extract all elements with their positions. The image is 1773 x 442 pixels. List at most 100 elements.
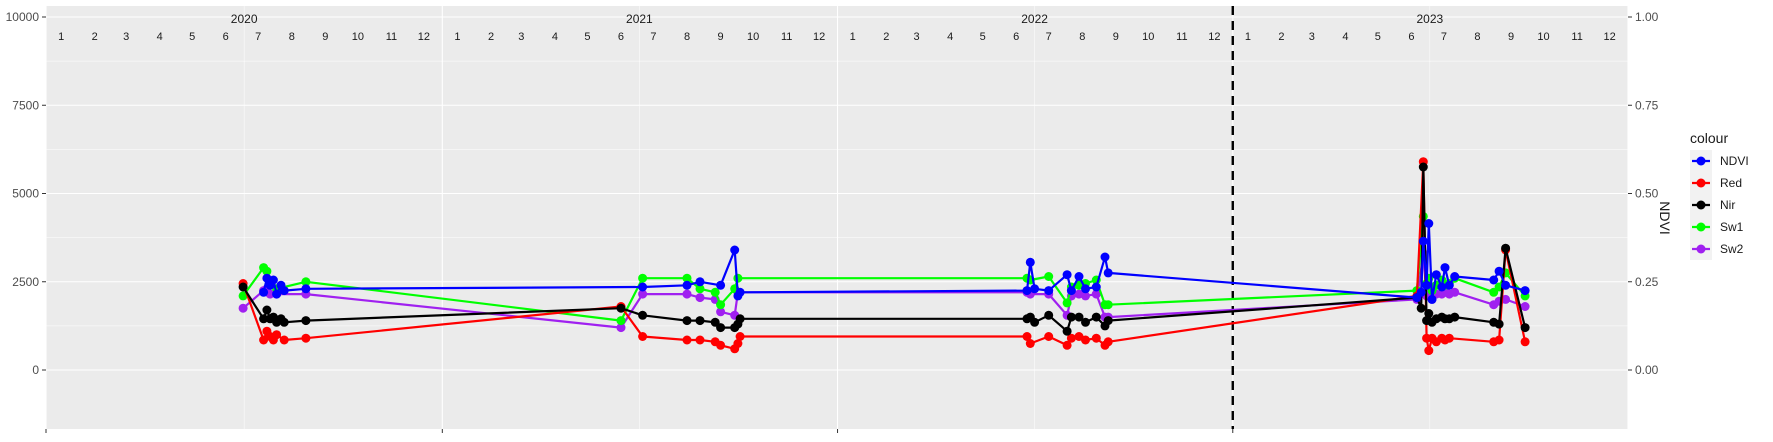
month-label: 7 <box>1046 31 1052 43</box>
data-point-ndvi <box>695 277 705 287</box>
data-point-nir <box>1030 317 1040 327</box>
data-point-ndvi <box>638 282 648 292</box>
month-label: 12 <box>1208 31 1220 43</box>
data-point-ndvi <box>1416 287 1426 297</box>
data-point-red <box>1081 335 1090 345</box>
data-point-sw2 <box>1520 302 1530 311</box>
month-label: 12 <box>813 31 825 43</box>
data-point-sw1 <box>262 266 272 276</box>
data-point-nir <box>279 317 289 327</box>
data-point-nir <box>301 316 311 326</box>
data-point-ndvi <box>1450 272 1460 281</box>
year-label: 2022 <box>1021 12 1048 26</box>
month-label: 3 <box>518 31 524 43</box>
month-label: 2 <box>883 31 889 43</box>
data-point-ndvi <box>1501 280 1511 290</box>
data-point-nir <box>682 316 692 326</box>
legend: colour NDVI Red Nir Sw1 Sw2 <box>1690 130 1749 260</box>
data-point-nir <box>238 282 248 292</box>
data-point-ndvi <box>279 286 289 296</box>
month-label: 4 <box>947 31 953 43</box>
data-point-ndvi <box>1422 280 1432 290</box>
month-label: 6 <box>618 31 624 43</box>
data-point-ndvi <box>1030 284 1040 294</box>
data-point-sw1 <box>616 316 626 326</box>
month-label: 8 <box>289 31 295 43</box>
legend-item-sw2: Sw2 <box>1690 238 1744 260</box>
data-point-ndvi <box>1418 236 1428 246</box>
month-label: 8 <box>1474 31 1480 43</box>
data-point-nir <box>1091 312 1101 322</box>
data-point-ndvi <box>1074 272 1084 281</box>
right-y-tick-label: 0.00 <box>1635 363 1659 377</box>
data-point-red <box>279 335 289 345</box>
left-y-axis: 0 2500 5000 7500 10000 <box>6 10 46 377</box>
month-label: 6 <box>1013 31 1019 43</box>
data-point-red <box>301 333 311 343</box>
left-y-tick-label: 2500 <box>12 275 39 289</box>
legend-label: NDVI <box>1720 154 1749 168</box>
data-point-sw1 <box>710 287 720 297</box>
data-point-ndvi <box>272 289 282 299</box>
month-label: 10 <box>1537 31 1549 43</box>
month-label: 4 <box>552 31 558 43</box>
data-point-red <box>733 339 743 348</box>
data-point-red <box>1022 332 1032 341</box>
series-layer <box>238 157 1530 356</box>
month-label: 11 <box>781 31 792 43</box>
data-point-ndvi <box>730 245 740 255</box>
data-point-ndvi <box>1081 284 1090 294</box>
legend-item-sw1: Sw1 <box>1690 216 1744 238</box>
data-point-nir <box>1450 312 1460 322</box>
year-label: 2023 <box>1416 12 1443 26</box>
data-point-nir <box>1103 316 1113 326</box>
month-label: 1 <box>454 31 460 43</box>
data-point-red <box>695 335 705 345</box>
left-y-tick-label: 10000 <box>6 10 40 24</box>
data-point-ndvi <box>301 284 311 294</box>
data-point-red <box>1520 337 1530 347</box>
right-y-tick-label: 0.50 <box>1635 187 1659 201</box>
month-label: 1 <box>850 31 856 43</box>
legend-label: Sw2 <box>1720 242 1744 256</box>
year-labels: 2020 2021 2022 2023 <box>231 12 1444 26</box>
month-label: 3 <box>123 31 129 43</box>
month-label: 11 <box>1571 31 1582 43</box>
data-point-red <box>1103 337 1113 347</box>
data-point-red <box>1062 340 1072 350</box>
data-point-nir <box>262 305 272 315</box>
month-label: 12 <box>1603 31 1615 43</box>
data-point-nir <box>259 314 269 324</box>
month-label: 9 <box>1508 31 1514 43</box>
data-point-nir <box>1044 310 1054 320</box>
data-point-ndvi <box>1489 275 1499 285</box>
legend-key-point <box>1696 200 1706 210</box>
data-point-sw2 <box>1081 291 1090 301</box>
data-point-nir <box>1418 162 1428 172</box>
data-point-nir <box>616 303 626 313</box>
legend-label: Red <box>1720 176 1742 190</box>
data-point-ndvi <box>1494 266 1504 276</box>
data-point-ndvi <box>1091 282 1101 292</box>
data-point-red <box>1091 333 1101 343</box>
left-y-tick-label: 7500 <box>12 98 39 112</box>
month-label: 5 <box>1375 31 1381 43</box>
series-nir <box>238 162 1530 336</box>
data-point-sw2 <box>1501 294 1511 304</box>
data-point-sw2 <box>616 323 626 333</box>
month-label: 8 <box>1079 31 1085 43</box>
month-label: 9 <box>1113 31 1119 43</box>
data-point-red <box>1044 332 1054 341</box>
legend-item-ndvi: NDVI <box>1690 150 1749 172</box>
month-label: 7 <box>650 31 656 43</box>
legend-title: colour <box>1690 130 1728 146</box>
data-point-ndvi <box>1103 268 1113 278</box>
month-label: 10 <box>747 31 759 43</box>
month-labels: 1 2 3 4 5 6 7 8 9 10 11 12 1 2 3 4 5 6 7 8 9 10 11 12 1 2 3 4 5 6 7 8 9 1… <box>58 31 1616 43</box>
data-point-nir <box>1520 323 1530 333</box>
data-point-red <box>272 330 282 340</box>
data-point-red <box>1494 335 1504 345</box>
month-label: 6 <box>223 31 229 43</box>
month-label: 11 <box>386 31 397 43</box>
data-point-ndvi <box>1100 252 1110 262</box>
